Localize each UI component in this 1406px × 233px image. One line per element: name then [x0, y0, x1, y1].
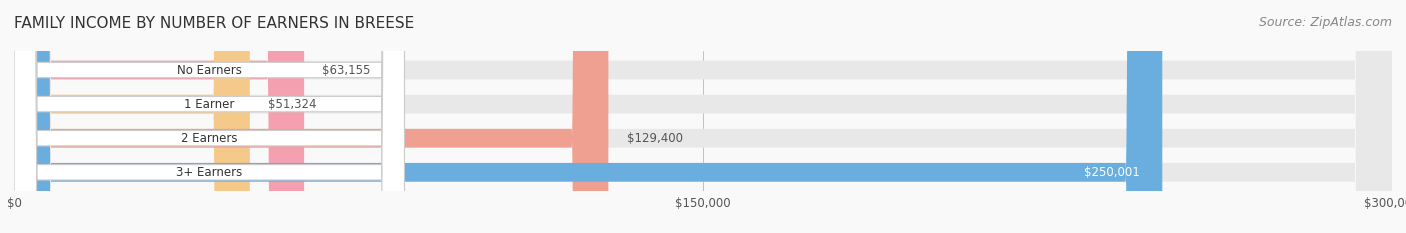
Text: FAMILY INCOME BY NUMBER OF EARNERS IN BREESE: FAMILY INCOME BY NUMBER OF EARNERS IN BR…	[14, 16, 415, 31]
FancyBboxPatch shape	[14, 0, 304, 233]
FancyBboxPatch shape	[14, 0, 405, 233]
Text: $250,001: $250,001	[1084, 166, 1139, 179]
Text: 2 Earners: 2 Earners	[181, 132, 238, 145]
FancyBboxPatch shape	[14, 0, 1392, 233]
FancyBboxPatch shape	[14, 0, 1392, 233]
Text: $63,155: $63,155	[322, 64, 371, 76]
Text: 3+ Earners: 3+ Earners	[176, 166, 242, 179]
FancyBboxPatch shape	[14, 0, 405, 233]
FancyBboxPatch shape	[14, 0, 250, 233]
Text: No Earners: No Earners	[177, 64, 242, 76]
Text: Source: ZipAtlas.com: Source: ZipAtlas.com	[1258, 16, 1392, 29]
Text: $129,400: $129,400	[627, 132, 683, 145]
FancyBboxPatch shape	[14, 0, 1163, 233]
Text: 1 Earner: 1 Earner	[184, 98, 235, 111]
Text: $51,324: $51,324	[269, 98, 316, 111]
FancyBboxPatch shape	[14, 0, 1392, 233]
FancyBboxPatch shape	[14, 0, 1392, 233]
FancyBboxPatch shape	[14, 0, 405, 233]
FancyBboxPatch shape	[14, 0, 405, 233]
FancyBboxPatch shape	[14, 0, 609, 233]
